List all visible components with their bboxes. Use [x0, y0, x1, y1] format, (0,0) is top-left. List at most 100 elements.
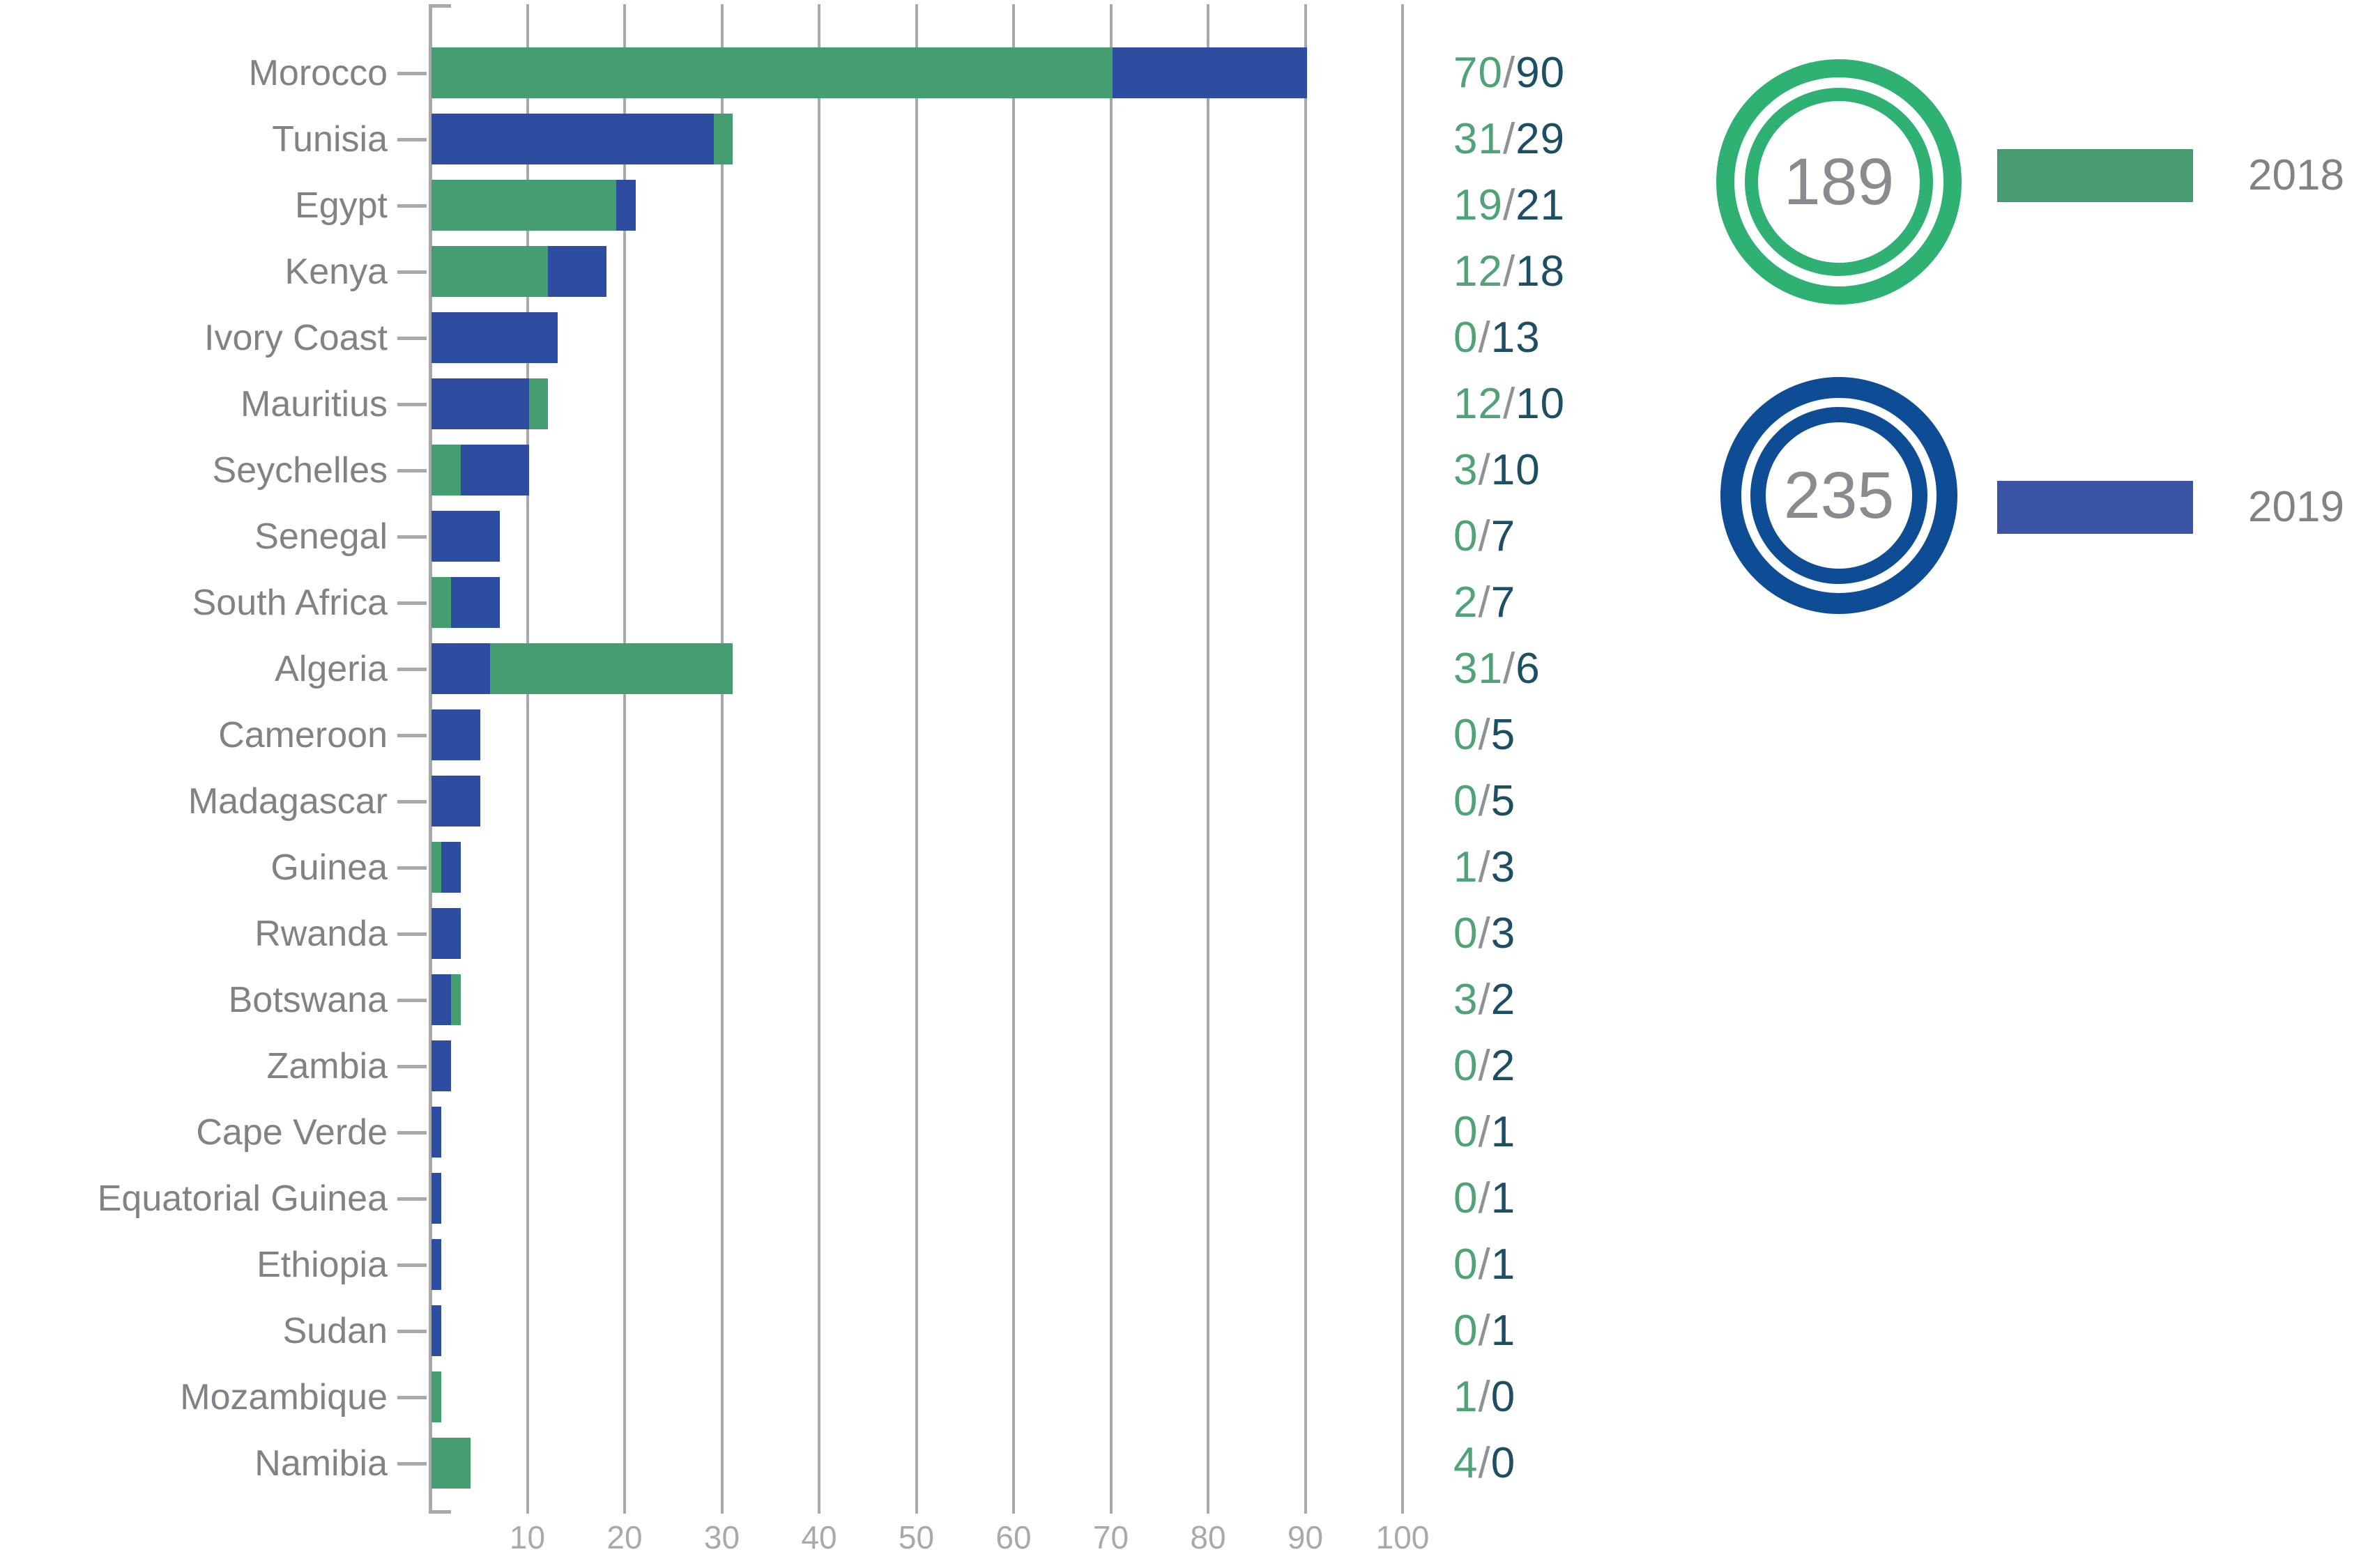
value-2018-cape-verde: 0 — [1453, 1108, 1479, 1156]
y-axis-spine — [429, 4, 432, 1514]
value-slash-namibia: / — [1478, 1439, 1491, 1487]
value-slash-zambia: / — [1478, 1042, 1491, 1090]
value-2019-ivory-coast: 13 — [1490, 314, 1541, 362]
bar-2019-cape-verde — [431, 1107, 441, 1158]
x-axis-label-60: 60 — [995, 1519, 1032, 1555]
x-axis-label-80: 80 — [1190, 1519, 1226, 1555]
value-label-cameroon: 0/5 — [1453, 712, 1515, 758]
value-2019-egypt: 21 — [1515, 181, 1566, 229]
value-2019-namibia: 0 — [1490, 1439, 1516, 1487]
value-slash-cameroon: / — [1478, 711, 1491, 759]
value-label-mozambique: 1/0 — [1453, 1374, 1515, 1420]
value-2019-sudan: 1 — [1490, 1307, 1516, 1355]
value-label-sudan: 0/1 — [1453, 1308, 1515, 1354]
value-label-morocco: 70/90 — [1453, 50, 1565, 96]
value-2019-seychelles: 10 — [1490, 446, 1541, 494]
value-2018-ethiopia: 0 — [1453, 1240, 1479, 1289]
bar-2018-seychelles — [431, 445, 461, 495]
x-axis-label-50: 50 — [898, 1519, 935, 1555]
country-label-guinea: Guinea — [270, 847, 388, 888]
value-label-zambia: 0/2 — [1453, 1043, 1515, 1089]
value-2019-morocco: 90 — [1515, 49, 1566, 97]
gridline-60 — [1012, 4, 1015, 1514]
value-2019-zambia: 2 — [1490, 1042, 1516, 1090]
country-label-mozambique: Mozambique — [180, 1377, 388, 1417]
country-label-cameroon: Cameroon — [218, 715, 388, 755]
value-slash-equatorial-guinea: / — [1478, 1174, 1491, 1222]
country-tick-tunisia — [397, 138, 427, 141]
value-2019-guinea: 3 — [1490, 843, 1516, 891]
value-2019-botswana: 2 — [1490, 976, 1516, 1024]
value-slash-kenya: / — [1502, 247, 1516, 295]
gridline-10 — [526, 4, 529, 1514]
value-slash-mauritius: / — [1502, 380, 1516, 428]
gridline-30 — [720, 4, 724, 1514]
legend-donut-2019: 235 — [1720, 377, 1957, 614]
value-slash-algeria: / — [1502, 645, 1516, 693]
value-label-south-africa: 2/7 — [1453, 580, 1515, 626]
value-label-mauritius: 12/10 — [1453, 381, 1565, 427]
value-slash-morocco: / — [1502, 49, 1516, 97]
value-label-botswana: 3/2 — [1453, 977, 1515, 1023]
country-label-tunisia: Tunisia — [272, 119, 388, 160]
country-tick-south-africa — [397, 601, 427, 605]
legend-swatch-2019 — [1997, 481, 2193, 534]
x-axis-label-100: 100 — [1375, 1519, 1430, 1555]
bar-2019-equatorial-guinea — [431, 1173, 441, 1224]
country-label-senegal: Senegal — [254, 516, 388, 557]
value-label-kenya: 12/18 — [1453, 249, 1565, 295]
value-label-algeria: 31/6 — [1453, 646, 1541, 692]
plot-area: 10 20 30 40 50 60 70 80 90 100 Morocco Tunisia Egypt… — [98, 4, 1448, 1555]
legend-donut-2018: 189 — [1716, 59, 1962, 305]
value-label-tunisia: 31/29 — [1453, 116, 1565, 162]
bar-2018-guinea — [431, 842, 441, 893]
value-label-seychelles: 3/10 — [1453, 447, 1541, 493]
x-axis-label-20: 20 — [606, 1519, 643, 1555]
value-slash-sudan: / — [1478, 1307, 1491, 1355]
gridline-20 — [623, 4, 626, 1514]
bar-2018-mozambique — [431, 1371, 441, 1422]
bar-2018-south-africa — [431, 577, 451, 628]
bar-2019-cameroon — [431, 709, 480, 760]
value-slash-guinea: / — [1478, 843, 1491, 891]
country-tick-zambia — [397, 1065, 427, 1068]
value-2018-morocco: 70 — [1453, 49, 1503, 97]
value-2019-mozambique: 0 — [1490, 1373, 1516, 1421]
value-2019-ethiopia: 1 — [1490, 1240, 1516, 1289]
value-2018-seychelles: 3 — [1453, 446, 1479, 494]
bar-2018-egypt — [431, 180, 617, 231]
country-label-ethiopia: Ethiopia — [257, 1245, 388, 1285]
country-tick-morocco — [397, 72, 427, 75]
legend-swatch-2018 — [1997, 149, 2193, 202]
value-2018-namibia: 4 — [1453, 1439, 1479, 1487]
value-2018-ivory-coast: 0 — [1453, 314, 1479, 362]
country-tick-ethiopia — [397, 1263, 427, 1267]
gridline-90 — [1304, 4, 1307, 1514]
legend-year-2018: 2018 — [2248, 151, 2344, 199]
x-axis-label-70: 70 — [1092, 1519, 1129, 1555]
value-label-cape-verde: 0/1 — [1453, 1109, 1515, 1155]
value-2019-algeria: 6 — [1515, 645, 1541, 693]
bar-2019-zambia — [431, 1040, 451, 1091]
country-tick-namibia — [397, 1462, 427, 1466]
value-2018-mozambique: 1 — [1453, 1373, 1479, 1421]
value-slash-senegal: / — [1478, 512, 1491, 560]
value-2019-madagascar: 5 — [1490, 777, 1516, 825]
bar-2019-sudan — [431, 1305, 441, 1356]
country-tick-algeria — [397, 668, 427, 671]
bar-2018-kenya — [431, 246, 549, 297]
x-axis-label-30: 30 — [703, 1519, 740, 1555]
country-label-seychelles: Seychelles — [212, 450, 388, 491]
value-slash-cape-verde: / — [1478, 1108, 1491, 1156]
country-label-egypt: Egypt — [295, 185, 388, 226]
value-2018-equatorial-guinea: 0 — [1453, 1174, 1479, 1222]
donut-rings-2019-icon — [1720, 377, 1957, 614]
value-2019-south-africa: 7 — [1490, 578, 1516, 627]
value-label-egypt: 19/21 — [1453, 183, 1565, 229]
value-label-equatorial-guinea: 0/1 — [1453, 1176, 1515, 1222]
gridline-40 — [818, 4, 820, 1514]
country-label-zambia: Zambia — [266, 1046, 388, 1086]
bar-2019-botswana — [431, 974, 451, 1025]
bar-2019-ivory-coast — [431, 312, 558, 363]
